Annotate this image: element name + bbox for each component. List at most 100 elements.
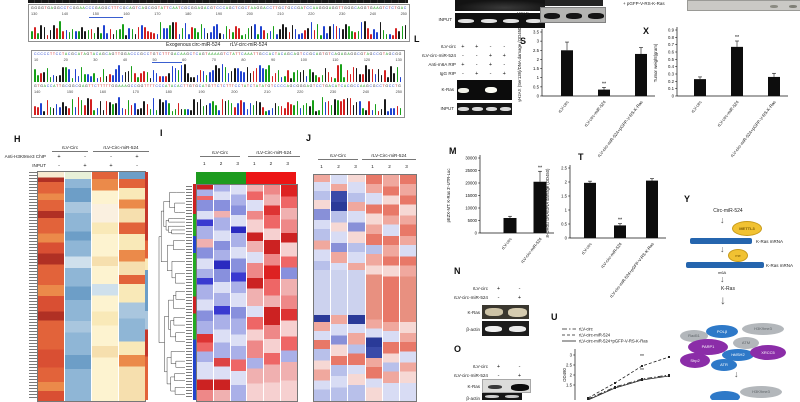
base-letter: T <box>246 84 250 88</box>
group-color-bar-green <box>196 172 246 184</box>
base-letter: T <box>256 52 259 56</box>
trace-peak <box>345 24 347 39</box>
svg-text:10000: 10000 <box>465 206 477 211</box>
base-letter: C <box>169 6 172 10</box>
base-letter: G <box>186 52 189 56</box>
trace-peak <box>259 102 261 115</box>
trace-peak <box>327 100 330 115</box>
base-letter: G <box>360 6 364 10</box>
base-letter: T <box>192 52 195 56</box>
trace-peak <box>191 26 193 39</box>
trace-peak <box>297 34 300 39</box>
protein-node-PARP1: PARP1 <box>688 339 728 355</box>
heatmap-column <box>348 175 365 401</box>
base-letter: G <box>53 6 57 10</box>
chromatogram-top-strip <box>28 0 408 3</box>
chart-S: 0 0.5 1 1.5 2 2.5 3 3.5 rLV-circ ** rLV-circ-miR-5… <box>517 26 655 158</box>
trace-peak <box>96 78 99 82</box>
base-letter: T <box>204 84 208 88</box>
trace-peak <box>218 110 220 115</box>
trace-peak <box>55 75 58 82</box>
base-letter: C <box>369 84 372 88</box>
trace-peak <box>180 108 183 115</box>
trace-peak <box>352 105 355 115</box>
trace-peak <box>31 31 33 39</box>
trace-peak <box>81 26 83 39</box>
trace-peak <box>382 29 385 39</box>
base-letter: A <box>43 84 47 88</box>
base-letter: A <box>121 84 124 88</box>
series-line <box>587 375 670 400</box>
base-letter: C <box>180 84 183 88</box>
base-letter: A <box>300 6 303 10</box>
bar <box>731 46 743 96</box>
h2ax-label: H2AX <box>517 11 529 16</box>
position-number: 100 <box>300 58 307 62</box>
base-letter: C <box>95 52 99 56</box>
condition-symbol: + <box>461 43 465 50</box>
base-letter: T <box>214 84 217 88</box>
trace-peak <box>37 107 39 115</box>
trace-peak <box>327 71 330 82</box>
trace-peak <box>149 77 152 82</box>
heatmap-column <box>65 172 91 401</box>
position-number: 70 <box>211 58 216 62</box>
trace-peak <box>340 64 342 82</box>
condition-label: rLV-circ <box>472 364 488 369</box>
trace-peak <box>315 110 317 115</box>
base-letter: A <box>373 6 376 10</box>
trace-peak <box>260 25 262 39</box>
trace-peak <box>200 23 203 39</box>
trace-peak <box>277 69 280 82</box>
base-letter: A <box>244 52 247 56</box>
base-letter: G <box>144 6 148 10</box>
trace-peak <box>340 100 342 115</box>
trace-peak <box>237 102 239 115</box>
trace-peak <box>310 21 313 39</box>
trace-peak <box>137 109 139 115</box>
base-letter: G <box>353 52 357 56</box>
trace-peak <box>105 76 108 82</box>
base-letter: T <box>56 84 59 88</box>
base-letter: G <box>347 6 351 10</box>
trace-peak <box>134 73 136 82</box>
base-letter: A <box>286 84 289 88</box>
base-letter: G <box>71 52 74 56</box>
lane-number: 2 <box>337 164 340 169</box>
trace-peak <box>265 111 267 115</box>
base-letter: T <box>264 84 267 88</box>
base-letter: G <box>71 84 75 88</box>
base-letter: A <box>180 52 183 56</box>
base-letter: A <box>175 6 178 10</box>
trace-peak <box>146 72 149 82</box>
base-letter: G <box>86 52 90 56</box>
trace-peak <box>109 102 111 115</box>
gel-band <box>485 325 503 332</box>
base-letter: G <box>40 84 43 88</box>
trace-peak <box>84 31 86 39</box>
base-letter: G <box>101 52 105 56</box>
base-letter: T <box>102 84 106 88</box>
heatmap-I <box>197 185 297 401</box>
trace-peak <box>280 76 283 82</box>
svg-text:1.5: 1.5 <box>566 383 573 388</box>
trace-peak <box>218 67 220 82</box>
trace-peak <box>282 24 284 39</box>
base-letter: A <box>312 6 316 10</box>
condition-row: rLV-circ + - <box>424 362 530 371</box>
panel-letter-O: O <box>454 344 462 354</box>
trace-peak <box>77 75 80 82</box>
base-letter: G <box>350 84 353 88</box>
trace-peak <box>363 21 366 39</box>
base-letter: T <box>91 84 94 88</box>
trace-peak <box>209 102 211 115</box>
trace-peak <box>240 100 242 115</box>
trace-peak <box>127 100 130 115</box>
base-letter: T <box>135 6 138 10</box>
y-axis-label: Tumor weight(gram) <box>653 43 658 82</box>
trace-peak <box>156 34 159 39</box>
trace-peak <box>302 105 305 115</box>
gel-band <box>503 18 520 23</box>
down-arrow-icon: ↓ <box>720 293 726 307</box>
